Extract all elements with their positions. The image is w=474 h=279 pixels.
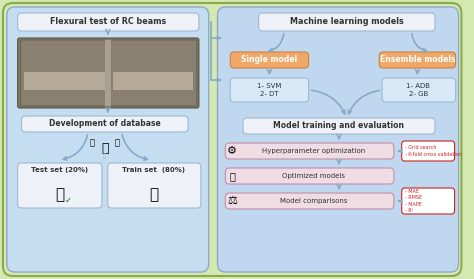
FancyBboxPatch shape bbox=[379, 52, 456, 68]
Bar bbox=[113, 72, 193, 90]
Text: Train set  (80%): Train set (80%) bbox=[122, 167, 185, 173]
Text: Test set (20%): Test set (20%) bbox=[31, 167, 88, 173]
FancyBboxPatch shape bbox=[7, 7, 209, 272]
Text: Development of database: Development of database bbox=[49, 119, 161, 129]
FancyBboxPatch shape bbox=[18, 13, 199, 31]
Text: Ensemble models: Ensemble models bbox=[380, 56, 455, 64]
Text: 📋: 📋 bbox=[55, 187, 64, 203]
Text: Optimized models: Optimized models bbox=[282, 173, 345, 179]
FancyBboxPatch shape bbox=[225, 193, 394, 209]
FancyBboxPatch shape bbox=[230, 52, 309, 68]
Text: 1- SVM
2- DT: 1- SVM 2- DT bbox=[257, 83, 282, 97]
FancyBboxPatch shape bbox=[108, 163, 201, 208]
Text: Single model: Single model bbox=[241, 56, 298, 64]
FancyBboxPatch shape bbox=[225, 143, 394, 159]
Text: - MAE
- RMSE
- MAPE
- R²: - MAE - RMSE - MAPE - R² bbox=[405, 189, 422, 213]
FancyBboxPatch shape bbox=[230, 78, 309, 102]
FancyBboxPatch shape bbox=[401, 141, 455, 161]
FancyBboxPatch shape bbox=[111, 40, 197, 106]
Text: ✓: ✓ bbox=[65, 196, 72, 205]
FancyBboxPatch shape bbox=[259, 13, 435, 31]
Text: Model training and evaluation: Model training and evaluation bbox=[273, 121, 404, 131]
FancyBboxPatch shape bbox=[3, 3, 462, 276]
FancyBboxPatch shape bbox=[401, 188, 455, 214]
FancyBboxPatch shape bbox=[18, 163, 102, 208]
FancyBboxPatch shape bbox=[21, 116, 188, 132]
Text: 📋: 📋 bbox=[229, 171, 235, 181]
Text: ⚙: ⚙ bbox=[227, 146, 237, 156]
Text: 1- ADB
2- GB: 1- ADB 2- GB bbox=[406, 83, 430, 97]
FancyBboxPatch shape bbox=[382, 78, 456, 102]
Text: 🧠: 🧠 bbox=[149, 187, 158, 203]
Text: 📄: 📄 bbox=[115, 138, 120, 148]
Text: Machine learning models: Machine learning models bbox=[290, 18, 404, 27]
Bar bbox=[25, 72, 105, 90]
Text: 🗂: 🗂 bbox=[101, 141, 109, 155]
FancyBboxPatch shape bbox=[218, 7, 458, 272]
FancyBboxPatch shape bbox=[243, 118, 435, 134]
Text: - Grid search
- K-fold cross validation: - Grid search - K-fold cross validation bbox=[405, 145, 462, 157]
Text: Model comparisons: Model comparisons bbox=[280, 198, 347, 204]
Text: ⚖: ⚖ bbox=[227, 196, 237, 206]
FancyBboxPatch shape bbox=[18, 38, 199, 108]
Text: 📄: 📄 bbox=[90, 138, 95, 148]
FancyBboxPatch shape bbox=[20, 40, 107, 106]
Bar bbox=[105, 40, 111, 106]
FancyBboxPatch shape bbox=[225, 168, 394, 184]
Text: Flexural test of RC beams: Flexural test of RC beams bbox=[50, 18, 166, 27]
Text: ⬛: ⬛ bbox=[103, 153, 107, 159]
Text: Hyperparameter optimization: Hyperparameter optimization bbox=[262, 148, 365, 154]
